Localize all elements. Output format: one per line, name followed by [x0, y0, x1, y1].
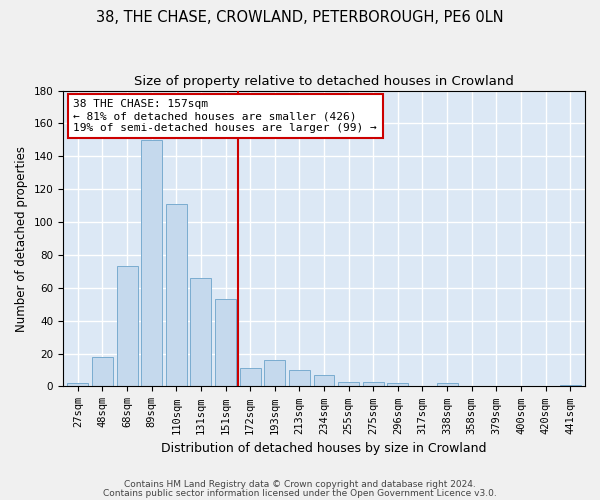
Text: Contains public sector information licensed under the Open Government Licence v3: Contains public sector information licen… — [103, 490, 497, 498]
Bar — [92, 357, 113, 386]
Title: Size of property relative to detached houses in Crowland: Size of property relative to detached ho… — [134, 75, 514, 88]
Bar — [289, 370, 310, 386]
Bar — [265, 360, 285, 386]
Bar — [560, 385, 581, 386]
Bar — [67, 383, 88, 386]
Bar — [314, 375, 334, 386]
Text: 38 THE CHASE: 157sqm
← 81% of detached houses are smaller (426)
19% of semi-deta: 38 THE CHASE: 157sqm ← 81% of detached h… — [73, 100, 377, 132]
Bar — [190, 278, 211, 386]
Bar — [116, 266, 137, 386]
Text: Contains HM Land Registry data © Crown copyright and database right 2024.: Contains HM Land Registry data © Crown c… — [124, 480, 476, 489]
Y-axis label: Number of detached properties: Number of detached properties — [15, 146, 28, 332]
Bar — [141, 140, 162, 386]
Bar — [338, 382, 359, 386]
Bar — [437, 383, 458, 386]
Bar — [363, 382, 384, 386]
Bar — [239, 368, 260, 386]
Text: 38, THE CHASE, CROWLAND, PETERBOROUGH, PE6 0LN: 38, THE CHASE, CROWLAND, PETERBOROUGH, P… — [96, 10, 504, 25]
Bar — [388, 383, 409, 386]
Bar — [215, 300, 236, 386]
Bar — [166, 204, 187, 386]
X-axis label: Distribution of detached houses by size in Crowland: Distribution of detached houses by size … — [161, 442, 487, 455]
